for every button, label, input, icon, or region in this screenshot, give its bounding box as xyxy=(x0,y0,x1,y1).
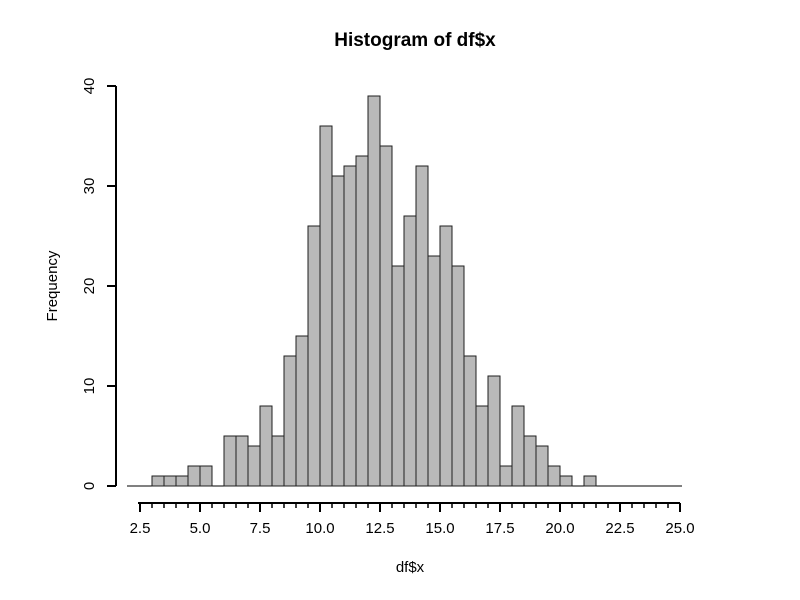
x-tick-label: 7.5 xyxy=(250,520,271,537)
histogram-bar xyxy=(163,475,177,487)
histogram-bar xyxy=(559,475,573,487)
histogram-bar xyxy=(463,355,477,487)
x-axis-label: df$x xyxy=(396,559,425,576)
x-axis: 2.5 5.0 7.5 10.0 12.5 15.0 17.5 20.0 22.5 25.0 xyxy=(130,502,695,537)
x-tick-label: 15.0 xyxy=(425,520,454,537)
x-tick-label: 2.5 xyxy=(130,520,151,537)
histogram-bar xyxy=(427,255,441,487)
histogram-bar xyxy=(187,465,201,487)
histogram-bar xyxy=(355,155,369,487)
histogram-bar xyxy=(511,405,525,487)
histogram-bar xyxy=(403,215,417,487)
histogram-bar xyxy=(499,465,513,487)
histogram-bar xyxy=(307,225,321,487)
histogram-bar xyxy=(319,125,333,487)
x-tick-label: 22.5 xyxy=(605,520,634,537)
histogram-bar xyxy=(451,265,465,487)
y-tick-label: 10 xyxy=(81,378,98,395)
bars-group xyxy=(151,95,597,487)
histogram-bar xyxy=(379,145,393,487)
histogram-bar xyxy=(235,435,249,487)
histogram-bar xyxy=(259,405,273,487)
histogram-bar xyxy=(343,165,357,487)
histogram-bar xyxy=(367,95,381,487)
y-tick-label: 30 xyxy=(81,178,98,195)
histogram-bar xyxy=(331,175,345,487)
y-tick-label: 20 xyxy=(81,278,98,295)
x-tick-label: 5.0 xyxy=(190,520,211,537)
histogram-bar xyxy=(175,475,189,487)
chart-title: Histogram of df$x xyxy=(334,30,496,51)
histogram-bar xyxy=(583,475,597,487)
x-tick-label: 10.0 xyxy=(305,520,334,537)
x-tick-label: 17.5 xyxy=(485,520,514,537)
histogram-bar xyxy=(487,375,501,487)
y-tick-label: 40 xyxy=(81,78,98,95)
histogram-bar xyxy=(391,265,405,487)
histogram-bar xyxy=(295,335,309,487)
histogram-bar xyxy=(271,435,285,487)
y-axis-label: Frequency xyxy=(44,250,61,321)
histogram-bar xyxy=(199,465,213,487)
x-tick-label: 20.0 xyxy=(545,520,574,537)
x-tick-label: 25.0 xyxy=(665,520,694,537)
histogram-bar xyxy=(547,465,561,487)
histogram-bar xyxy=(415,165,429,487)
histogram-bar xyxy=(523,435,537,487)
y-axis: 0 10 20 30 40 xyxy=(81,78,117,490)
x-tick-label: 12.5 xyxy=(365,520,394,537)
histogram-bar xyxy=(475,405,489,487)
y-tick-label: 0 xyxy=(81,482,98,490)
histogram-bar xyxy=(283,355,297,487)
histogram-bar xyxy=(151,475,165,487)
histogram-bar xyxy=(223,435,237,487)
histogram-bar xyxy=(439,225,453,487)
histogram-bar xyxy=(247,445,261,487)
histogram-bar xyxy=(535,445,549,487)
